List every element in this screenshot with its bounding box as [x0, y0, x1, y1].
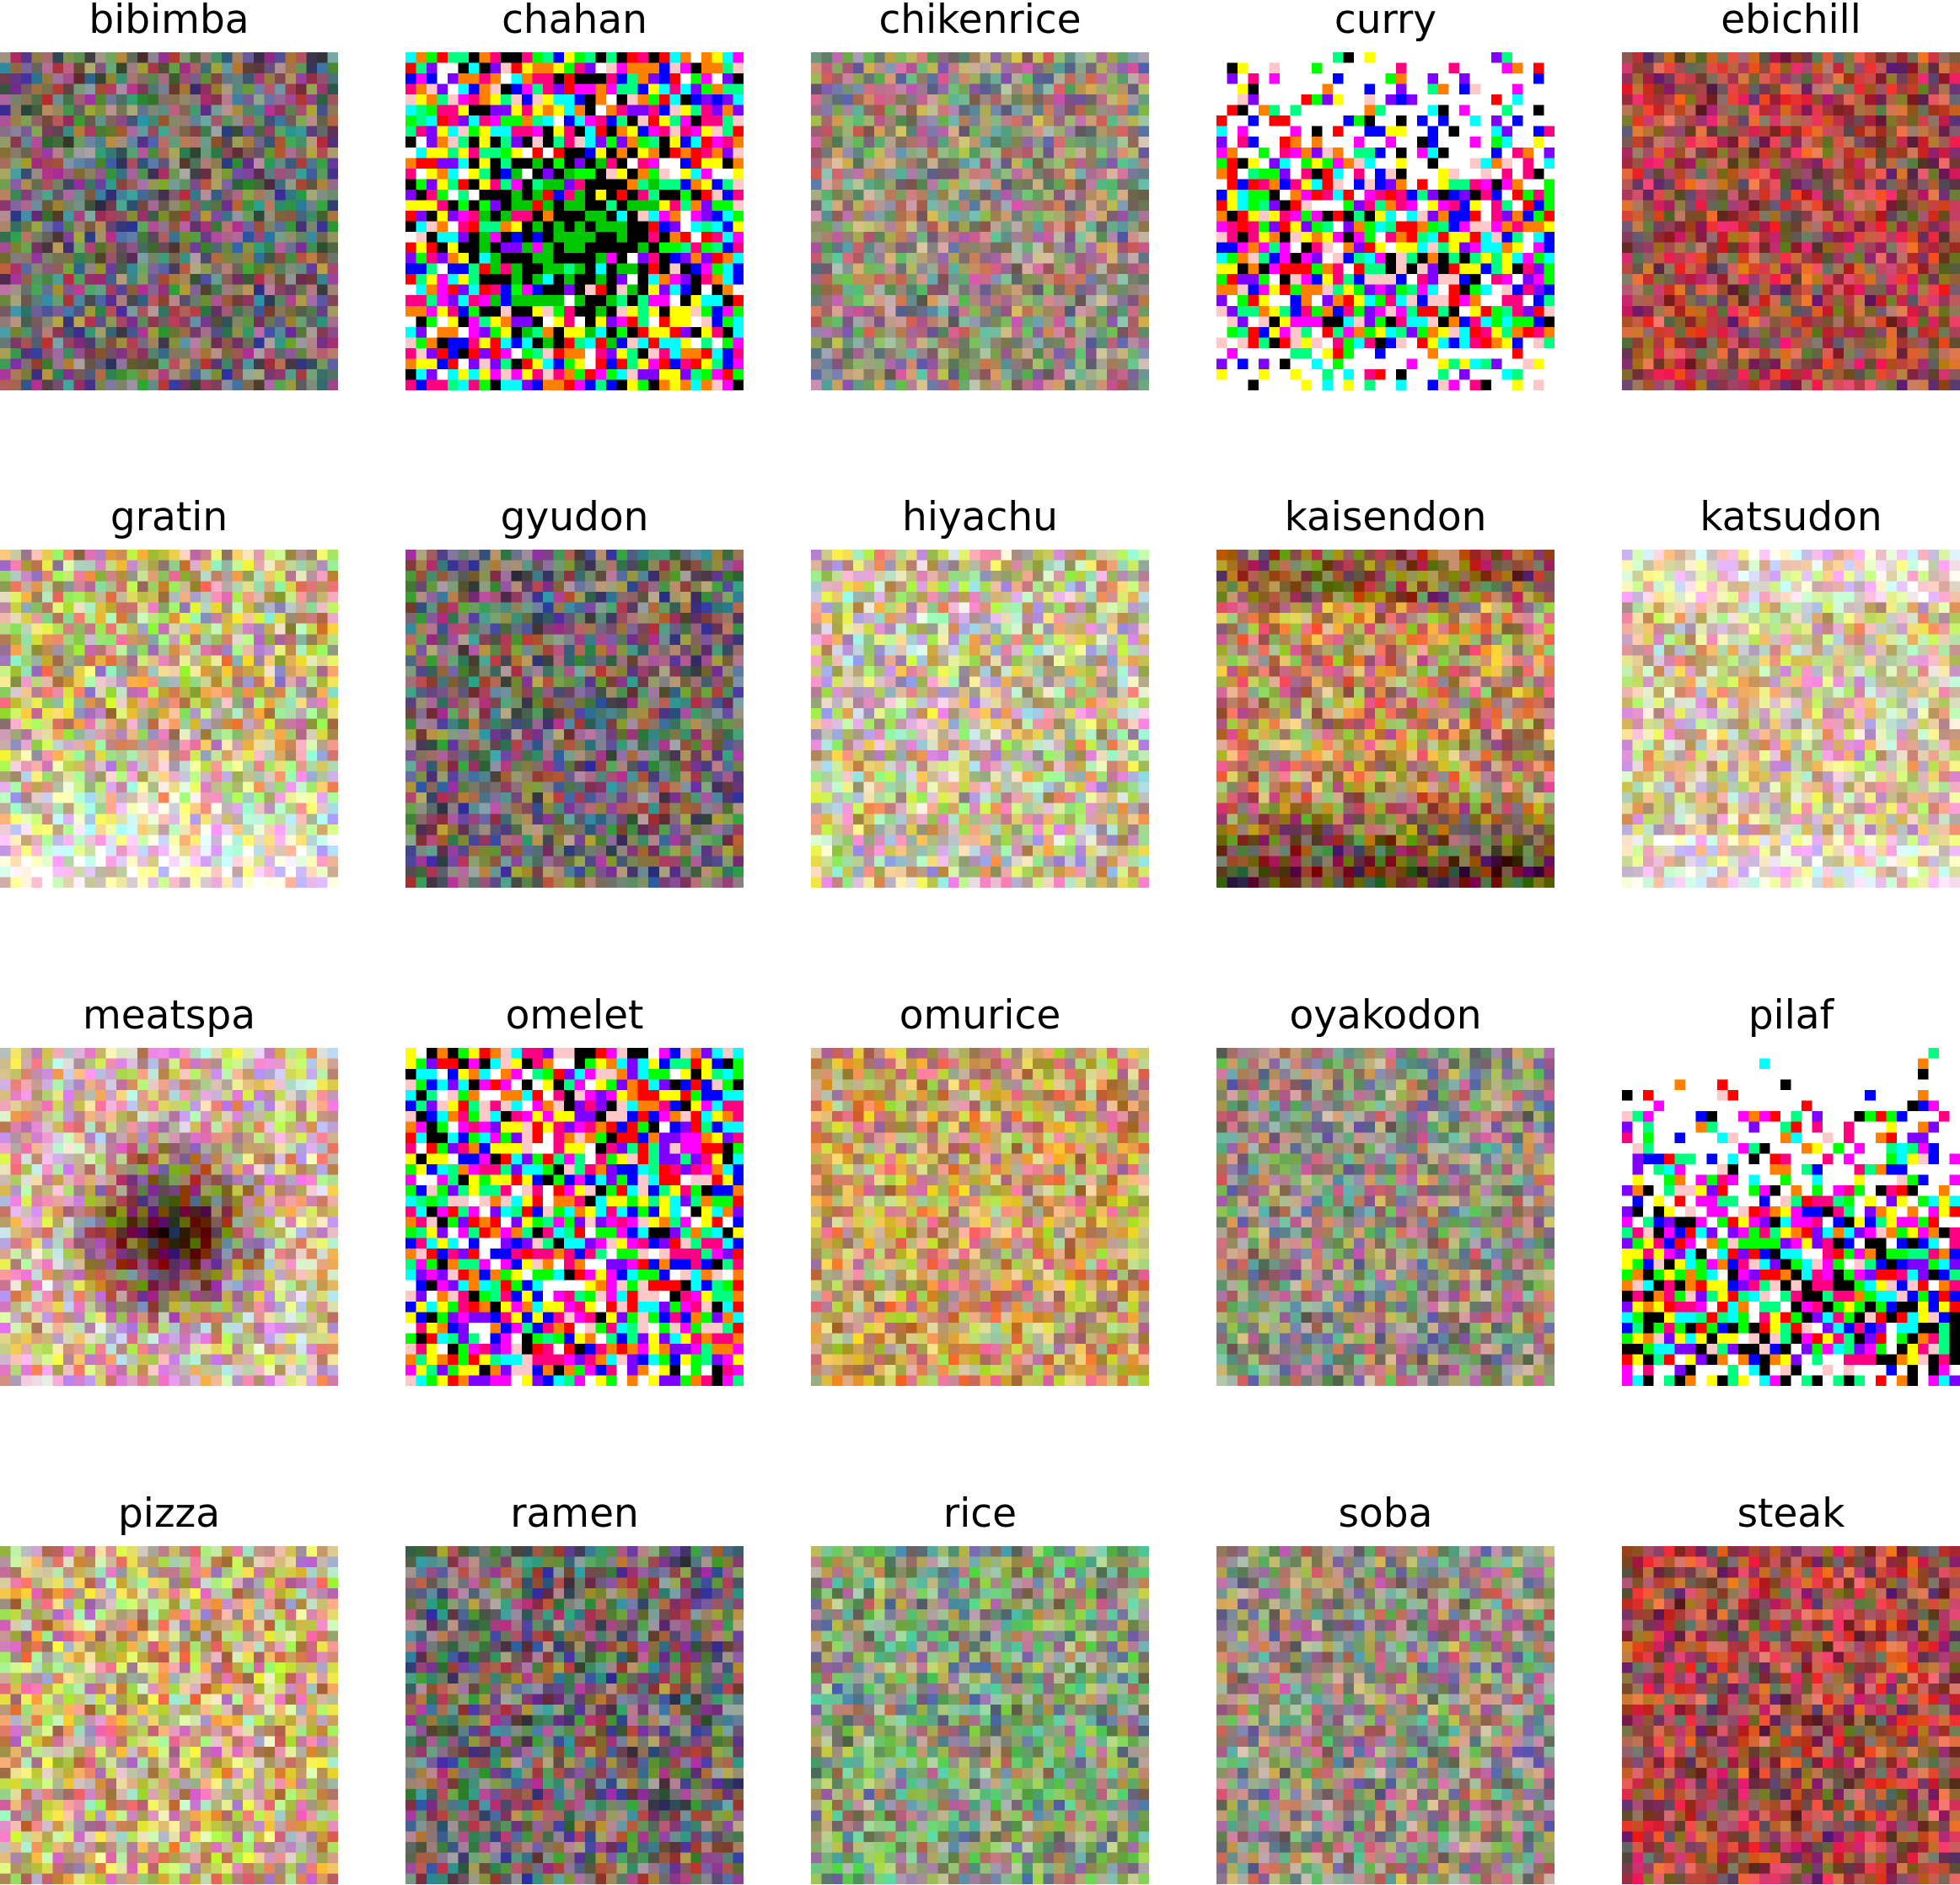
noise-image [0, 1546, 338, 1884]
panel-title: ramen [510, 1490, 639, 1537]
noise-image [0, 1048, 338, 1386]
panel-title: steak [1737, 1490, 1845, 1537]
noise-image [1622, 52, 1960, 390]
panel-title: pilaf [1748, 992, 1834, 1039]
noise-image [1622, 550, 1960, 888]
noise-image [405, 1048, 744, 1386]
panel-title: bibimba [89, 0, 250, 43]
panel-title: omurice [899, 992, 1061, 1039]
noise-image [1622, 1048, 1960, 1386]
panel-title: gratin [110, 494, 228, 540]
panel-title: curry [1334, 0, 1437, 43]
noise-image [0, 550, 338, 888]
panel-title: pizza [117, 1490, 221, 1537]
noise-image [1216, 1546, 1555, 1884]
noise-image [1622, 1546, 1960, 1884]
noise-image [1216, 550, 1555, 888]
noise-image [1216, 52, 1555, 390]
panel-title: omelet [505, 992, 644, 1039]
noise-image [811, 1546, 1149, 1884]
panel-title: ebichill [1721, 0, 1861, 43]
panel-title: gyudon [500, 494, 649, 540]
panel-title: kaisendon [1284, 494, 1487, 540]
panel-title: chahan [502, 0, 647, 43]
noise-image [1216, 1048, 1555, 1386]
panel-title: rice [942, 1490, 1018, 1537]
panel-title: oyakodon [1289, 992, 1482, 1039]
noise-image [0, 52, 338, 390]
noise-image [811, 52, 1149, 390]
noise-image [405, 52, 744, 390]
panel-title: soba [1338, 1490, 1433, 1537]
panel-title: hiyachu [902, 494, 1058, 540]
panel-title: chikenrice [878, 0, 1082, 43]
noise-image [405, 550, 744, 888]
noise-image [405, 1546, 744, 1884]
noise-image [811, 550, 1149, 888]
panel-title: meatspa [82, 992, 256, 1039]
noise-image [811, 1048, 1149, 1386]
panel-title: katsudon [1700, 494, 1882, 540]
